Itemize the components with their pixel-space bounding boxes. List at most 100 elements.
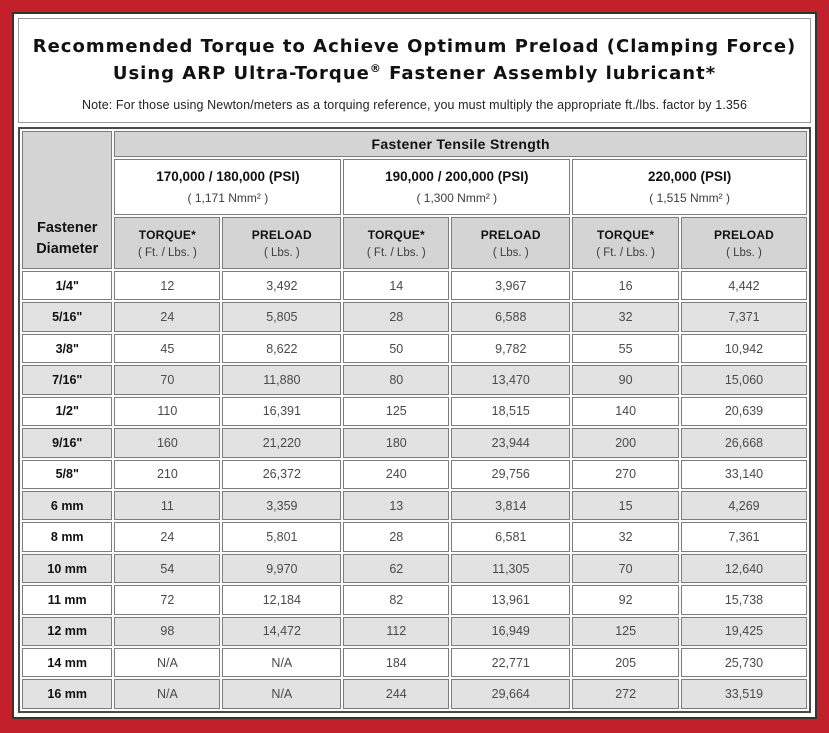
preload-cell: 15,060 xyxy=(680,365,807,395)
preload-cell: 5,805 xyxy=(222,302,342,332)
preload-cell: 3,359 xyxy=(222,490,342,521)
preload-cell: 18,515 xyxy=(451,396,571,427)
torque-cell: 28 xyxy=(343,302,450,332)
fastener-diameter-cell: 1/4" xyxy=(22,271,113,301)
psi-group-header-3: 220,000 (PSI) ( 1,515 Nmm² ) xyxy=(572,159,807,215)
fastener-diameter-cell: 7/16" xyxy=(22,365,113,395)
preload-cell: 23,944 xyxy=(451,428,571,458)
torque-cell: 125 xyxy=(343,396,450,427)
preload-cell: 26,372 xyxy=(222,459,342,489)
column-unit: ( Ft. / Lbs. ) xyxy=(137,246,197,259)
torque-cell: 98 xyxy=(114,616,221,647)
column-label: TORQUE* xyxy=(597,227,655,242)
torque-cell: 32 xyxy=(572,302,679,332)
fastener-diameter-header-line2: Diameter xyxy=(36,240,99,257)
column-label: PRELOAD xyxy=(251,227,312,242)
content-frame: Recommended Torque to Achieve Optimum Pr… xyxy=(12,12,817,719)
torque-cell: 92 xyxy=(572,585,679,615)
preload-cell: 4,442 xyxy=(680,271,807,301)
fastener-diameter-cell: 8 mm xyxy=(22,522,113,552)
torque-cell: 62 xyxy=(343,553,450,584)
column-unit: ( Ft. / Lbs. ) xyxy=(596,246,656,259)
torque-cell: 45 xyxy=(114,333,221,364)
registered-trademark-symbol: ® xyxy=(369,62,382,75)
psi-value-3: 220,000 (PSI) xyxy=(647,169,732,184)
torque-cell: 70 xyxy=(114,365,221,395)
torque-cell: 140 xyxy=(572,396,679,427)
table-row: 3/8" 45 8,622 50 9,782 55 10,942 xyxy=(22,333,807,364)
page-title: Recommended Torque to Achieve Optimum Pr… xyxy=(27,33,802,87)
torque-cell: 200 xyxy=(572,428,679,458)
torque-column-header-2: TORQUE* ( Ft. / Lbs. ) xyxy=(343,217,450,269)
fastener-diameter-cell: 6 mm xyxy=(22,490,113,521)
torque-cell: 82 xyxy=(343,585,450,615)
torque-cell: N/A xyxy=(114,679,221,709)
column-label: PRELOAD xyxy=(713,227,775,242)
preload-cell: 6,581 xyxy=(451,522,571,552)
torque-cell: 244 xyxy=(343,679,450,709)
nmm-value-3: ( 1,515 Nmm² ) xyxy=(649,191,730,205)
title-line-2-end: Fastener Assembly lubricant* xyxy=(381,63,717,84)
column-unit: ( Lbs. ) xyxy=(263,246,300,259)
preload-cell: N/A xyxy=(222,648,342,678)
preload-cell: 19,425 xyxy=(680,616,807,647)
preload-cell: 3,492 xyxy=(222,271,342,301)
preload-column-header-3: PRELOAD ( Lbs. ) xyxy=(680,217,807,269)
preload-cell: N/A xyxy=(222,679,342,709)
fastener-diameter-header-line1: Fastener xyxy=(36,220,98,237)
fastener-diameter-cell: 5/8" xyxy=(22,459,113,489)
preload-cell: 6,588 xyxy=(451,302,571,332)
preload-column-header-1: PRELOAD ( Lbs. ) xyxy=(222,217,342,269)
column-unit: ( Lbs. ) xyxy=(492,246,529,259)
preload-cell: 12,184 xyxy=(222,585,342,615)
fastener-diameter-cell: 11 mm xyxy=(22,585,113,615)
preload-cell: 33,519 xyxy=(680,679,807,709)
preload-cell: 11,880 xyxy=(222,365,342,395)
torque-cell: 90 xyxy=(572,365,679,395)
preload-cell: 21,220 xyxy=(222,428,342,458)
nmm-value-1: ( 1,171 Nmm² ) xyxy=(187,191,269,205)
fastener-diameter-cell: 9/16" xyxy=(22,428,113,458)
torque-cell: 13 xyxy=(343,490,450,521)
table-row: 6 mm 11 3,359 13 3,814 15 4,269 xyxy=(22,490,807,521)
preload-cell: 14,472 xyxy=(222,616,342,647)
psi-group-header-1: 170,000 / 180,000 (PSI) ( 1,171 Nmm² ) xyxy=(114,159,342,215)
table-row: 5/8" 210 26,372 240 29,756 270 33,140 xyxy=(22,459,807,489)
psi-group-header-2: 190,000 / 200,000 (PSI) ( 1,300 Nmm² ) xyxy=(343,159,571,215)
torque-cell: 272 xyxy=(572,679,679,709)
torque-cell: 70 xyxy=(572,553,679,584)
preload-cell: 25,730 xyxy=(680,648,807,678)
fastener-diameter-cell: 10 mm xyxy=(22,553,113,584)
torque-cell: 112 xyxy=(343,616,450,647)
fastener-diameter-cell: 12 mm xyxy=(22,616,113,647)
torque-column-header-1: TORQUE* ( Ft. / Lbs. ) xyxy=(114,217,221,269)
table-row: 9/16" 160 21,220 180 23,944 200 26,668 xyxy=(22,428,807,458)
fastener-diameter-cell: 5/16" xyxy=(22,302,113,332)
table-row: 7/16" 70 11,880 80 13,470 90 15,060 xyxy=(22,365,807,395)
torque-cell: 50 xyxy=(343,333,450,364)
title-line-1: Recommended Torque to Achieve Optimum Pr… xyxy=(32,36,797,57)
torque-cell: 55 xyxy=(572,333,679,364)
nmm-value-2: ( 1,300 Nmm² ) xyxy=(416,191,498,205)
preload-cell: 20,639 xyxy=(680,396,807,427)
preload-cell: 13,470 xyxy=(451,365,571,395)
torque-cell: 110 xyxy=(114,396,221,427)
torque-cell: 205 xyxy=(572,648,679,678)
preload-cell: 26,668 xyxy=(680,428,807,458)
column-label: PRELOAD xyxy=(480,227,541,242)
torque-cell: N/A xyxy=(114,648,221,678)
preload-cell: 4,269 xyxy=(680,490,807,521)
preload-column-header-2: PRELOAD ( Lbs. ) xyxy=(451,217,571,269)
fastener-diameter-cell: 14 mm xyxy=(22,648,113,678)
title-line-2: Using ARP Ultra-Torque xyxy=(112,63,370,84)
torque-cell: 16 xyxy=(572,271,679,301)
torque-cell: 54 xyxy=(114,553,221,584)
psi-value-1: 170,000 / 180,000 (PSI) xyxy=(156,169,300,184)
preload-cell: 29,664 xyxy=(451,679,571,709)
torque-cell: 24 xyxy=(114,302,221,332)
preload-cell: 16,949 xyxy=(451,616,571,647)
preload-cell: 15,738 xyxy=(680,585,807,615)
torque-cell: 11 xyxy=(114,490,221,521)
preload-cell: 10,942 xyxy=(680,333,807,364)
